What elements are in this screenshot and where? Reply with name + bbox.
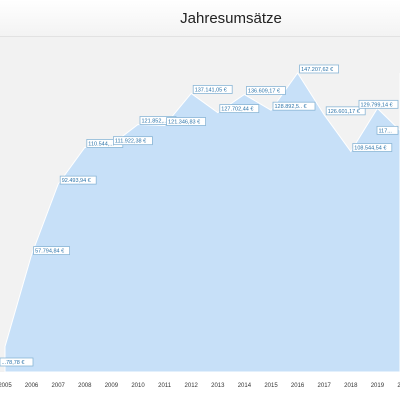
x-tick-label: 2017	[318, 383, 332, 389]
data-label: 57.794,84 €	[35, 249, 64, 255]
x-tick-label: 2020	[397, 383, 400, 389]
x-tick-label: 2005	[0, 383, 12, 389]
data-label-box	[352, 143, 393, 152]
x-tick-label: 2015	[264, 383, 278, 389]
x-tick-label: 2008	[78, 383, 92, 389]
data-label: 127.702,44 €	[221, 107, 253, 113]
data-point-2020: 117...	[376, 125, 399, 135]
data-point-2013: 127.702,44 €	[219, 104, 260, 114]
x-tick-label: 2011	[158, 383, 172, 389]
x-tick-label: 2009	[105, 383, 119, 389]
data-point-2011: 121.346,83 €	[166, 117, 207, 126]
title-bar: Jahresumsätze	[0, 0, 400, 37]
x-tick-label: 2013	[211, 383, 225, 389]
data-point-2007: 92.493,94 €	[59, 175, 97, 185]
data-label-box	[272, 101, 316, 111]
data-point-2017: 126.601,17 €	[325, 106, 366, 116]
x-tick-label: 2019	[371, 383, 385, 389]
data-label-box	[299, 64, 340, 74]
data-label-box	[192, 85, 233, 94]
data-point-2009: 111.922,38 €	[113, 136, 153, 146]
data-label: 126.601,17 €	[328, 109, 360, 115]
data-label: 110.544,...	[88, 141, 114, 147]
data-label: 108.544,54 €	[354, 146, 386, 152]
data-point-2006: 57.794,84 €	[33, 246, 70, 256]
data-point-2018: 108.544,54 €	[352, 143, 393, 152]
data-label-box	[59, 175, 97, 185]
x-tick-label: 2012	[185, 383, 199, 389]
data-label-box	[245, 86, 286, 95]
data-point-2016: 147.207,62 €	[299, 64, 340, 74]
data-label: 137.141,05 €	[195, 87, 227, 93]
data-label-box	[33, 246, 70, 256]
x-tick-label: 2010	[131, 383, 145, 389]
data-label-box	[376, 125, 399, 135]
x-tick-label: 2018	[344, 383, 358, 389]
data-point-2015: 128.892,5.. €	[272, 101, 316, 111]
data-label: 136.609,17 €	[248, 89, 280, 95]
data-label-box	[113, 136, 153, 146]
data-label: 128.892,5.. €	[275, 104, 307, 110]
data-label-box	[166, 117, 207, 126]
data-label: ...78,78 €	[2, 360, 25, 366]
x-tick-label: 2006	[25, 383, 39, 389]
data-label: 92.493,94 €	[62, 178, 91, 184]
data-label: 111.922,38 €	[115, 139, 146, 145]
data-point-2005: ...78,78 €	[0, 357, 34, 367]
data-label: 147.207,62 €	[301, 67, 333, 73]
data-label-box	[358, 99, 399, 109]
data-label: 129.799,14 €	[361, 102, 393, 108]
data-label-box	[219, 104, 260, 114]
data-label: 121.346,83 €	[168, 120, 200, 126]
x-tick-label: 2007	[52, 383, 66, 389]
x-tick-label: 2016	[291, 383, 305, 389]
data-label-box	[0, 357, 34, 367]
data-label-box	[325, 106, 366, 116]
data-point-2012: 137.141,05 €	[192, 85, 233, 94]
data-label: 117...	[379, 128, 393, 134]
chart-title: Jahresumsätze	[180, 10, 282, 27]
data-label: 121.852,...	[142, 118, 168, 124]
x-tick-label: 2014	[238, 383, 252, 389]
data-point-2014: 136.609,17 €	[245, 86, 286, 95]
data-point-2019: 129.799,14 €	[358, 99, 399, 109]
